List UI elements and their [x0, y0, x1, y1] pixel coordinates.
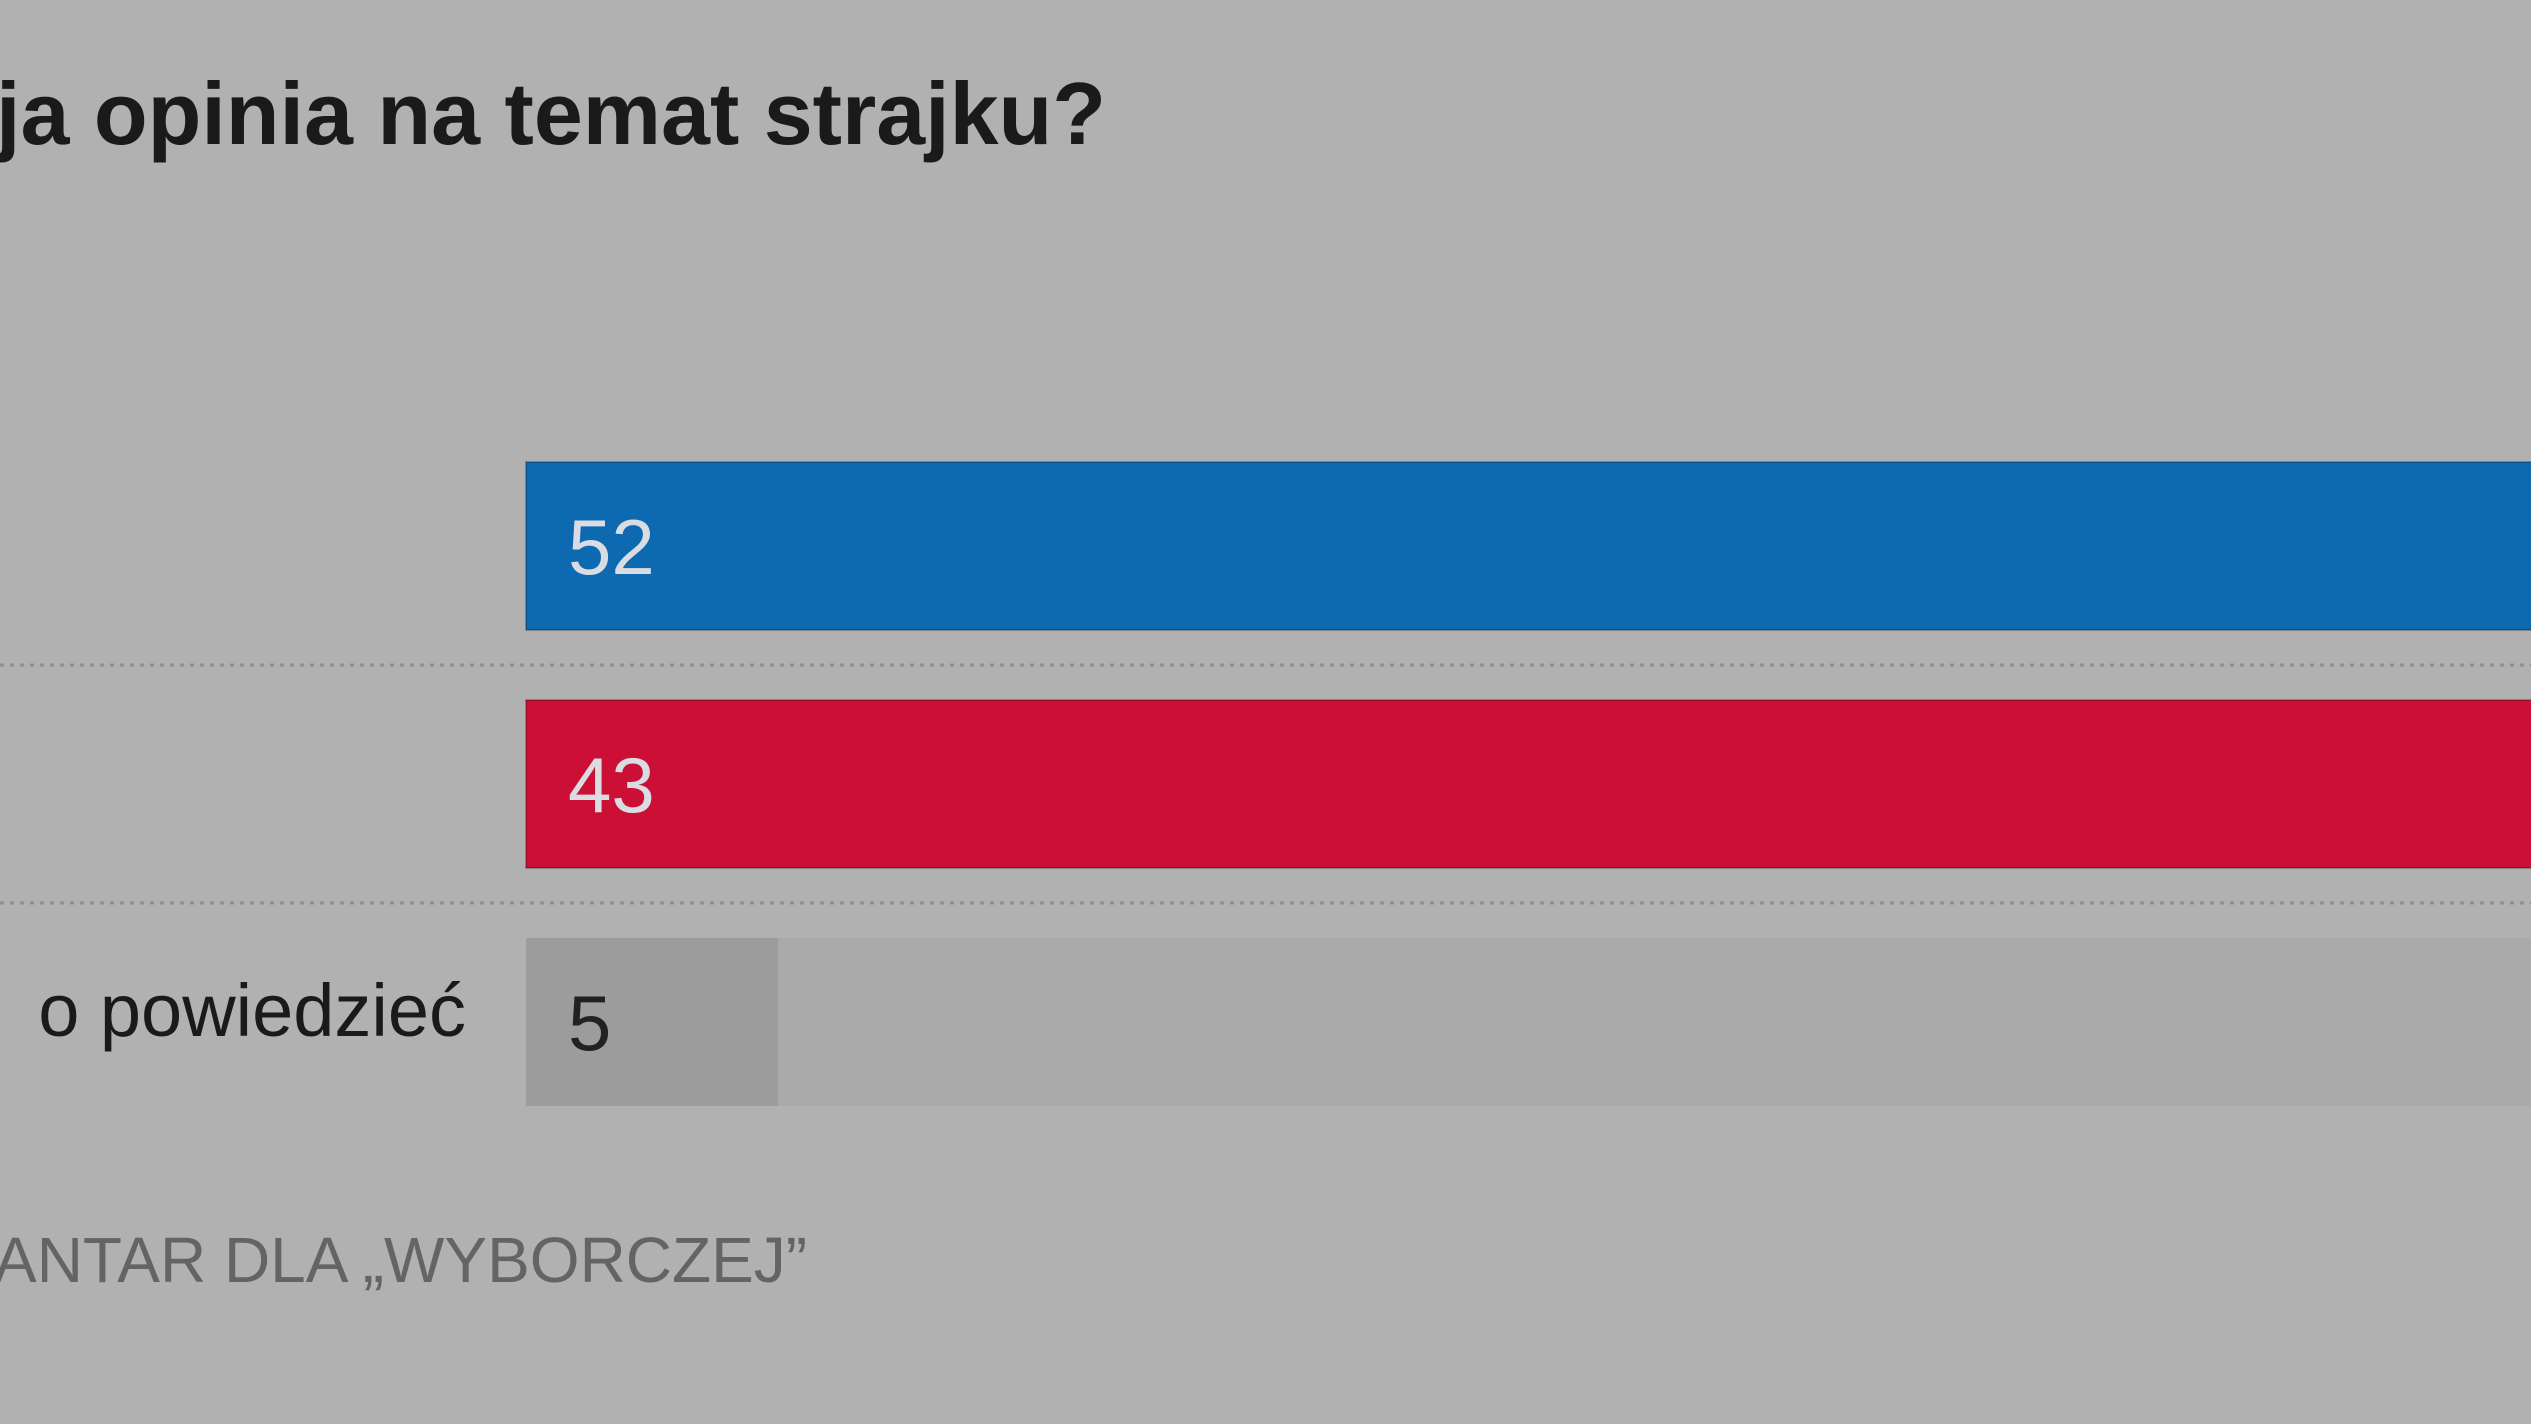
category-label: o powiedzieć	[38, 969, 466, 1052]
bar-track	[526, 938, 2531, 1106]
value-label: 5	[568, 979, 611, 1067]
bar	[525, 461, 2531, 631]
bar	[526, 938, 778, 1106]
bar	[525, 699, 2531, 869]
value-label: 52	[568, 503, 655, 591]
chart-title: ja opinia na temat strajku?	[0, 64, 1106, 163]
source: ANTAR DLA „WYBORCZEJ”	[0, 1224, 807, 1296]
value-label: 43	[568, 741, 655, 829]
